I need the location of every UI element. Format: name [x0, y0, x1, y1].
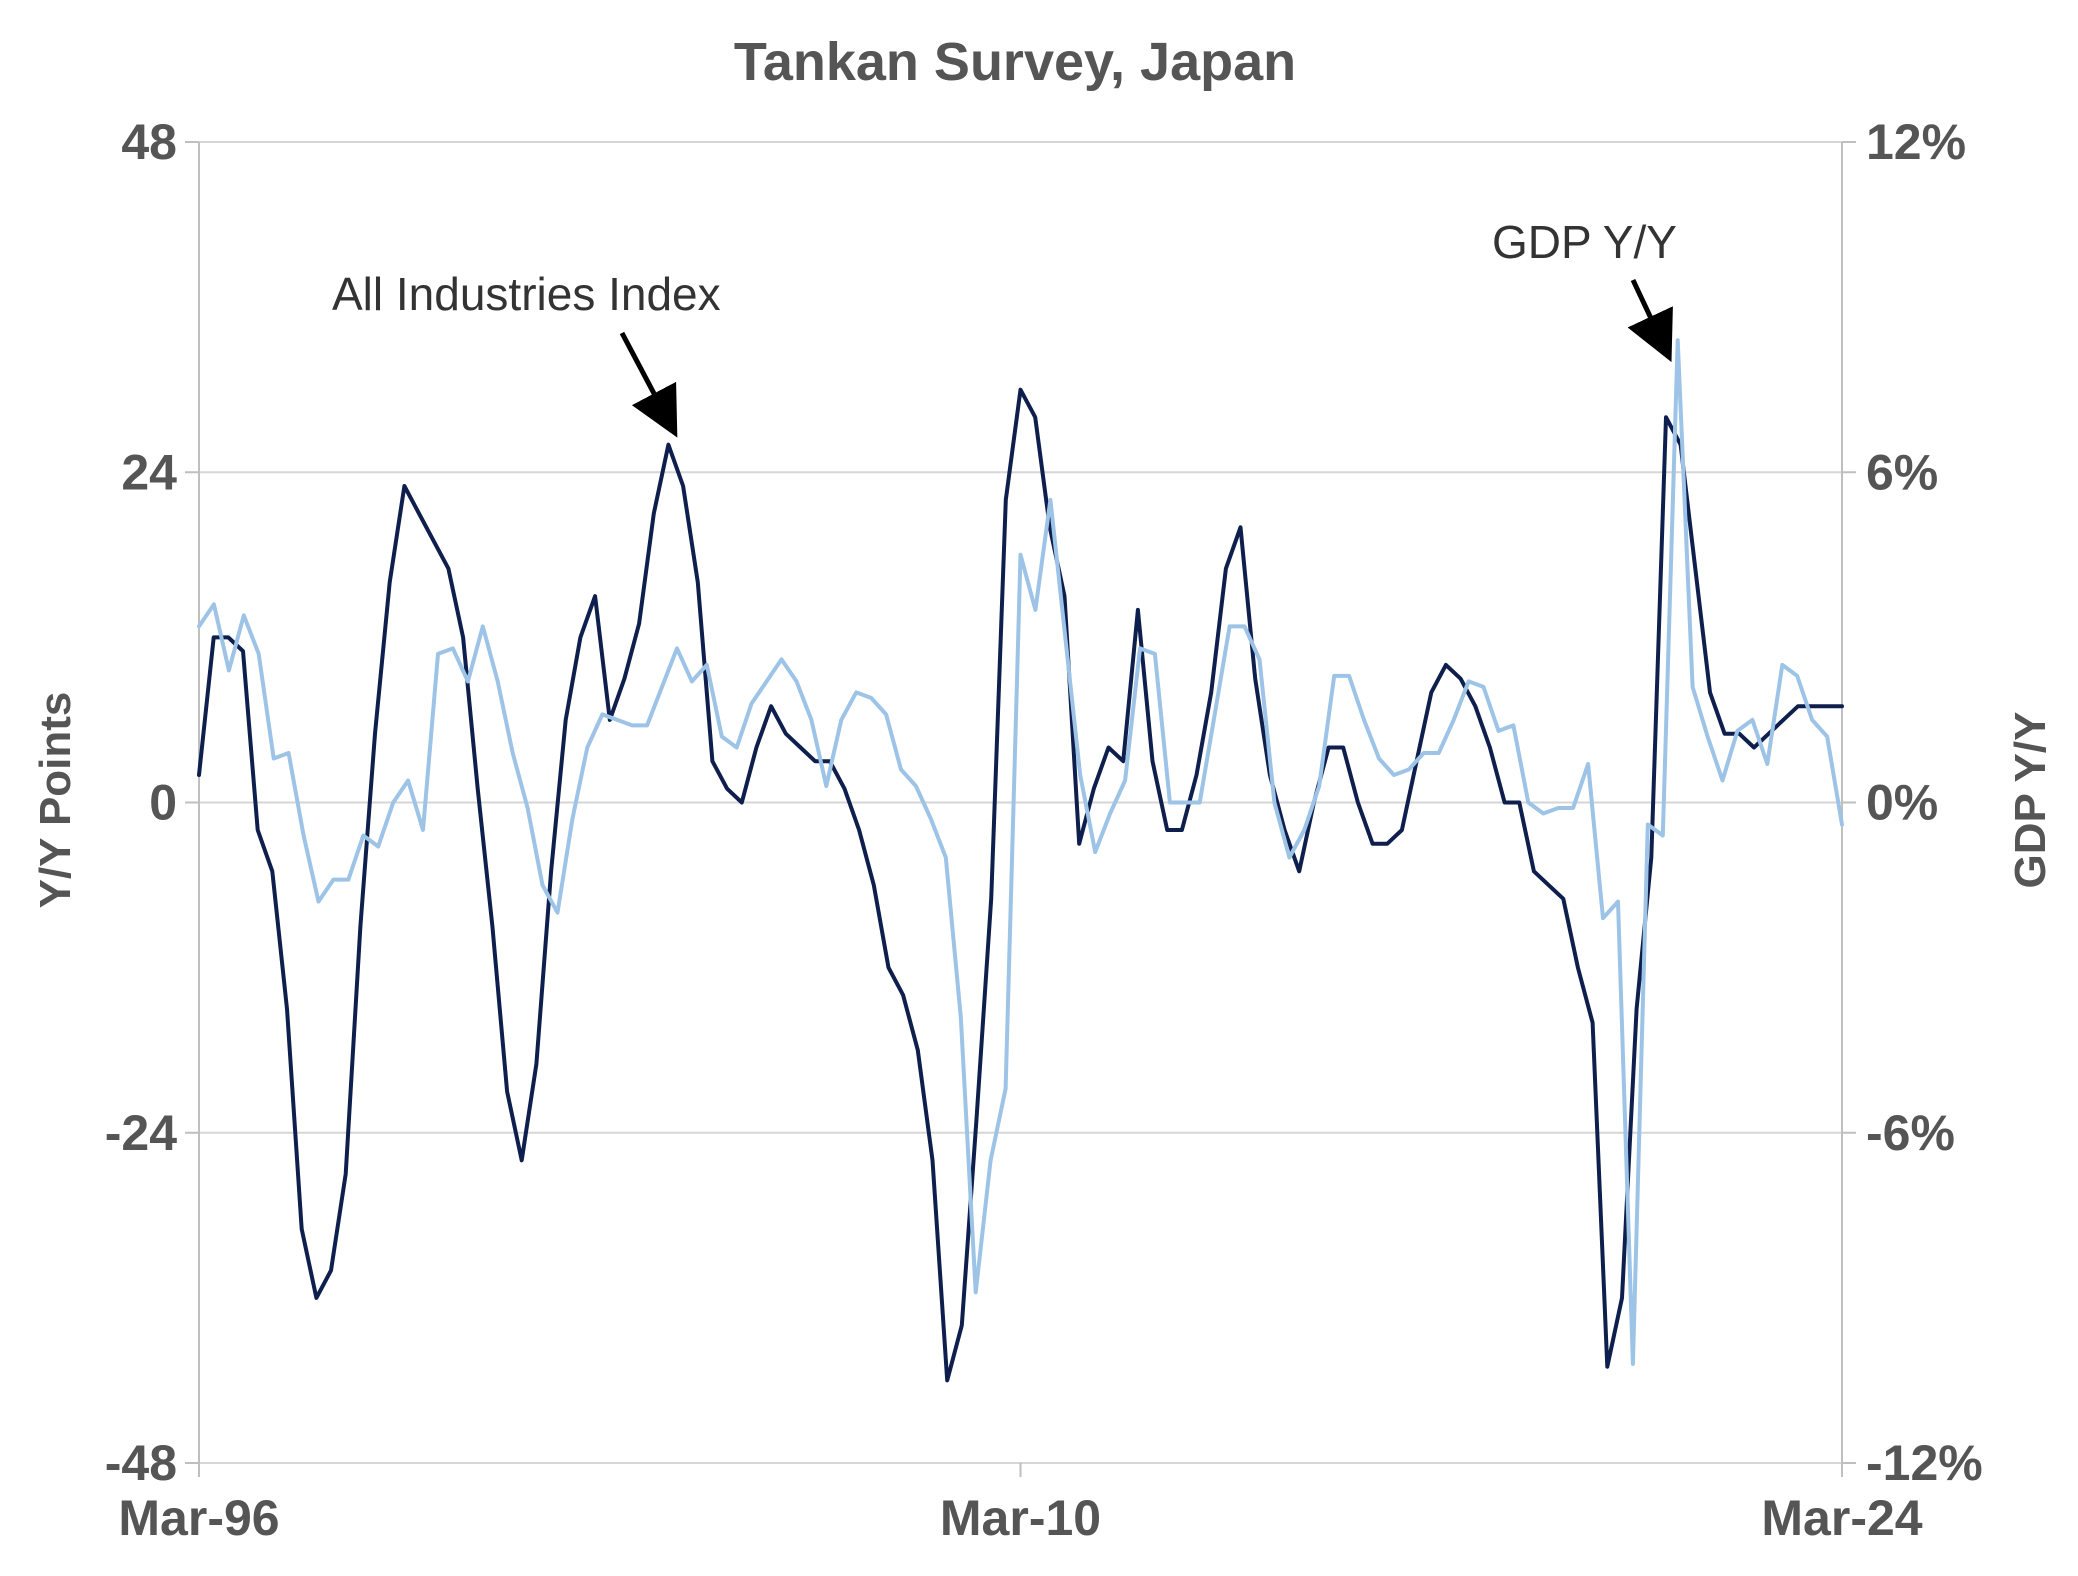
- y-left-tick-label: -24: [105, 1105, 177, 1161]
- series-lines: [197, 338, 1844, 1383]
- axes: [198, 142, 1843, 1477]
- gridlines: [199, 141, 1842, 1464]
- series-line-gdp: [197, 338, 1844, 1366]
- arrow-all-industries: [619, 331, 678, 438]
- x-tick-label: Mar-24: [1761, 1490, 1922, 1546]
- x-tick-label: Mar-96: [118, 1490, 279, 1546]
- y-right-tick-label: -12%: [1866, 1435, 1983, 1491]
- y-axis-right-label: GDP Y/Y: [2006, 712, 2055, 889]
- chart-title: Tankan Survey, Japan: [734, 32, 1296, 92]
- y-right-tick-label: 0%: [1866, 775, 1938, 831]
- y-left-tick-label: 0: [149, 775, 177, 831]
- y-right-tick-label: 12%: [1866, 114, 1966, 170]
- y-right-tick-label: -6%: [1866, 1105, 1955, 1161]
- x-tick-label: Mar-10: [940, 1490, 1101, 1546]
- series-line-all-industries: [197, 387, 1844, 1383]
- y-left-tick-label: 48: [121, 114, 177, 170]
- right-axis-ticks: 12% 6% 0% -6% -12%: [1842, 114, 1983, 1491]
- y-left-tick-label: 24: [121, 444, 177, 500]
- left-axis-ticks: 48 24 0 -24 -48: [105, 114, 199, 1491]
- x-axis-ticks: Mar-96 Mar-10 Mar-24: [118, 1463, 1923, 1546]
- annotation-gdp: GDP Y/Y: [1492, 216, 1677, 268]
- y-right-tick-label: 6%: [1866, 444, 1938, 500]
- annotation-all-industries: All Industries Index: [332, 268, 721, 320]
- y-left-tick-label: -48: [105, 1435, 177, 1491]
- arrow-gdp: [1627, 278, 1673, 363]
- y-axis-left-label: Y/Y Points: [31, 692, 80, 909]
